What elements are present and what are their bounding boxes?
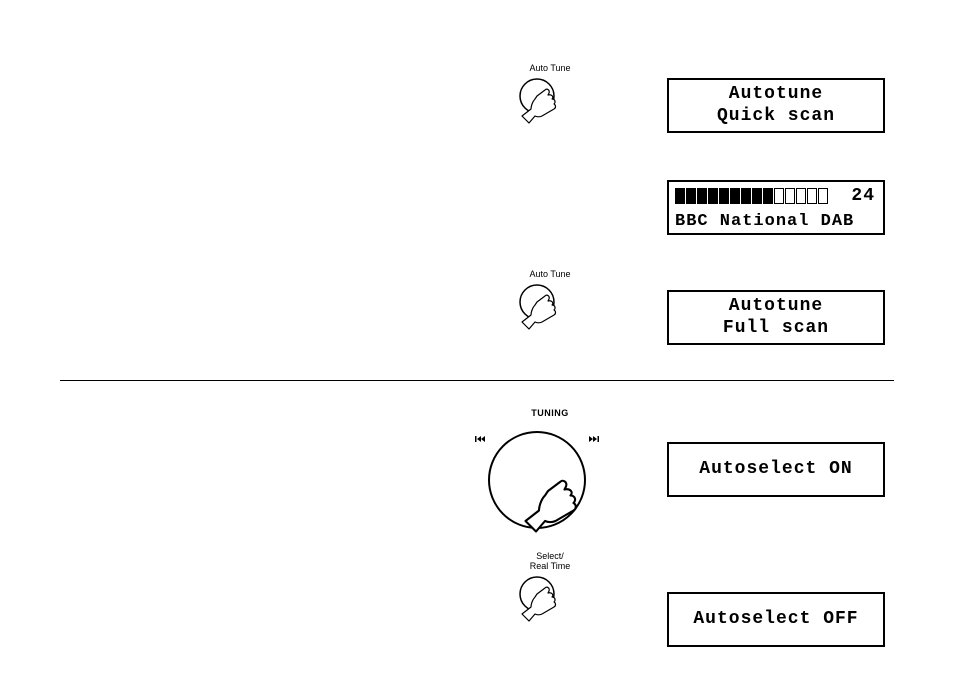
signal-bar — [774, 188, 784, 204]
signal-bar — [708, 188, 718, 204]
tuning-knob[interactable]: TUNING — [475, 408, 625, 548]
tuning-knob-label: TUNING — [475, 408, 625, 418]
station-name: BBC National DAB — [675, 212, 877, 231]
lcd-autotune-quick: Autotune Quick scan — [667, 78, 885, 133]
signal-bars — [675, 188, 828, 204]
signal-bar — [741, 188, 751, 204]
signal-row: 24 — [675, 186, 877, 206]
lcd-line: Autoselect OFF — [693, 609, 858, 631]
lcd-autoselect-on: Autoselect ON — [667, 442, 885, 497]
lcd-autotune-full: Autotune Full scan — [667, 290, 885, 345]
lcd-line: Autotune — [729, 84, 823, 106]
signal-bar — [675, 188, 685, 204]
signal-bar — [796, 188, 806, 204]
autotune-button-1-label: Auto Tune — [510, 64, 590, 74]
select-button-label: Select/ Real Time — [510, 552, 590, 572]
signal-bar — [807, 188, 817, 204]
signal-bar — [763, 188, 773, 204]
signal-bar — [697, 188, 707, 204]
press-icon — [515, 74, 585, 139]
lcd-line: Autotune — [729, 296, 823, 318]
signal-bar — [785, 188, 795, 204]
lcd-line: Full scan — [723, 318, 829, 340]
signal-bar — [818, 188, 828, 204]
select-button[interactable]: Select/ Real Time — [510, 552, 590, 637]
lcd-line: Autoselect ON — [699, 459, 852, 481]
autotune-button-2[interactable]: Auto Tune — [510, 270, 590, 345]
signal-bar — [686, 188, 696, 204]
section-divider — [60, 380, 894, 381]
lcd-autoselect-off: Autoselect OFF — [667, 592, 885, 647]
lcd-signal-station: 24 BBC National DAB — [667, 180, 885, 235]
lcd-line: Quick scan — [717, 106, 835, 128]
autotune-button-2-label: Auto Tune — [510, 270, 590, 280]
tuning-knob-icon — [475, 418, 625, 548]
press-icon — [515, 280, 585, 345]
press-icon — [515, 572, 585, 637]
signal-bar — [719, 188, 729, 204]
page-root: Auto Tune Autotune Quick scan 24 BBC Nat… — [0, 0, 954, 673]
signal-bar — [730, 188, 740, 204]
signal-bar — [752, 188, 762, 204]
autotune-button-1[interactable]: Auto Tune — [510, 64, 590, 139]
signal-count: 24 — [851, 186, 877, 206]
